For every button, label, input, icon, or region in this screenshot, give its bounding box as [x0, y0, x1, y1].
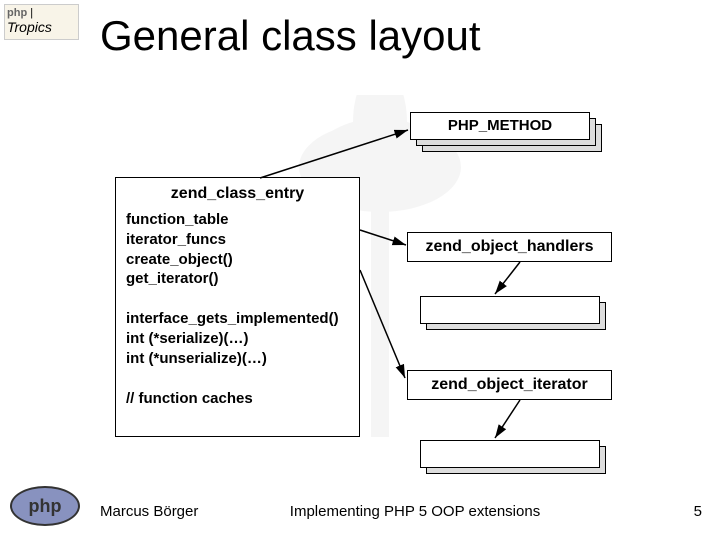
logo-tropics: Tropics: [7, 19, 52, 35]
zce-line: function_table: [126, 210, 349, 230]
logo-php: php: [7, 7, 27, 19]
zce-block1: function_table iterator_funcs create_obj…: [126, 210, 349, 289]
zce-line: int (*serialize)(…): [126, 329, 349, 349]
zce-title: zend_class_entry: [126, 185, 349, 203]
zend-object-iterator-box: zend_object_iterator: [407, 370, 612, 400]
zend-object-handlers-box: zend_object_handlers: [407, 232, 612, 262]
php-method-box: PHP_METHOD: [410, 112, 590, 140]
stack-card-top: [420, 296, 600, 324]
zce-line: iterator_funcs: [126, 230, 349, 250]
zce-line: interface_gets_implemented(): [126, 309, 349, 329]
zend-class-entry-box: zend_class_entry function_table iterator…: [115, 177, 360, 437]
stack-card-top: [420, 440, 600, 468]
php-logo-icon: php: [10, 486, 80, 526]
zce-line: create_object(): [126, 250, 349, 270]
zce-line: // function caches: [126, 389, 349, 409]
tropics-logo: php | Tropics: [4, 4, 79, 40]
slide-title: General class layout: [100, 12, 481, 60]
zce-block3: // function caches: [126, 389, 349, 409]
arrow-overlay: [0, 0, 720, 540]
author-text: Marcus Börger: [100, 503, 198, 520]
zce-line: int (*unserialize)(…): [126, 349, 349, 369]
page-number: 5: [694, 503, 702, 520]
zce-line: get_iterator(): [126, 269, 349, 289]
subtitle-text: Implementing PHP 5 OOP extensions: [240, 503, 590, 520]
zce-block2: interface_gets_implemented() int (*seria…: [126, 309, 349, 368]
